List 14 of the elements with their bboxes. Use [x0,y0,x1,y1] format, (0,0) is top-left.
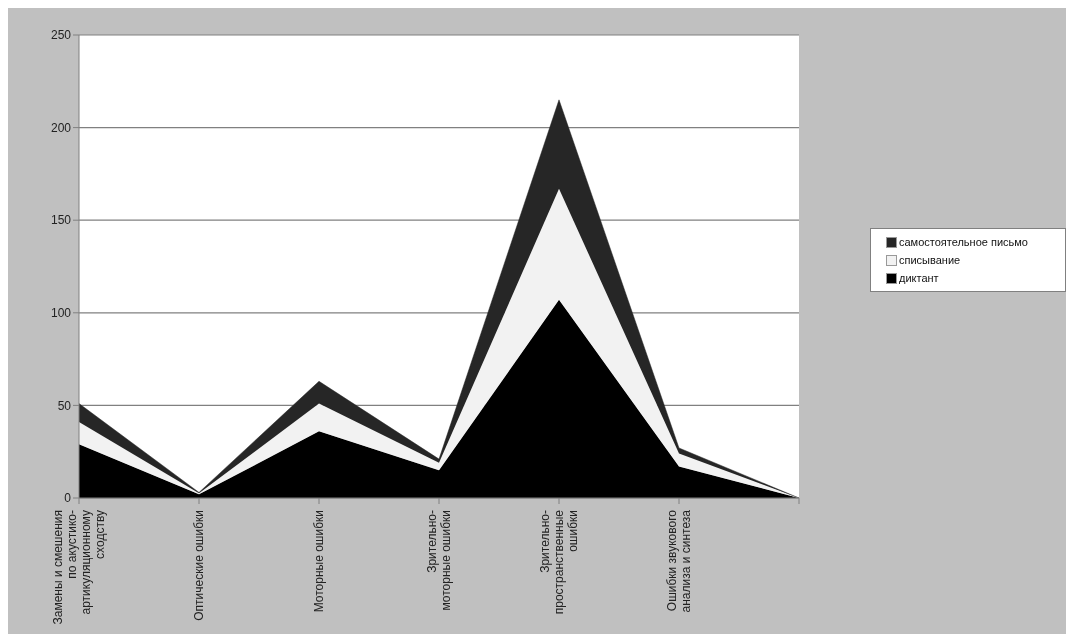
y-tick-label: 0 [64,491,72,506]
y-tick-label: 250 [50,28,72,43]
x-tick-label: Замены и смешения по акустико-артикуляционному сходству [51,510,107,625]
y-tick-label: 200 [50,120,72,135]
y-tick-label: 100 [50,306,72,321]
x-tick-label: Моторные ошибки [312,510,326,613]
legend-label: списывание [899,253,961,268]
legend-label: диктант [899,271,939,286]
x-tick-label: Зрительно-пространственные ошибки [538,509,580,615]
y-tick-label: 50 [57,398,72,413]
y-tick-label: 150 [50,213,72,228]
legend-label: самостоятельное письмо [899,235,1028,250]
x-tick-label: Зрительно-моторные ошибки [425,510,453,611]
x-tick-label: Оптические ошибки [192,510,206,621]
